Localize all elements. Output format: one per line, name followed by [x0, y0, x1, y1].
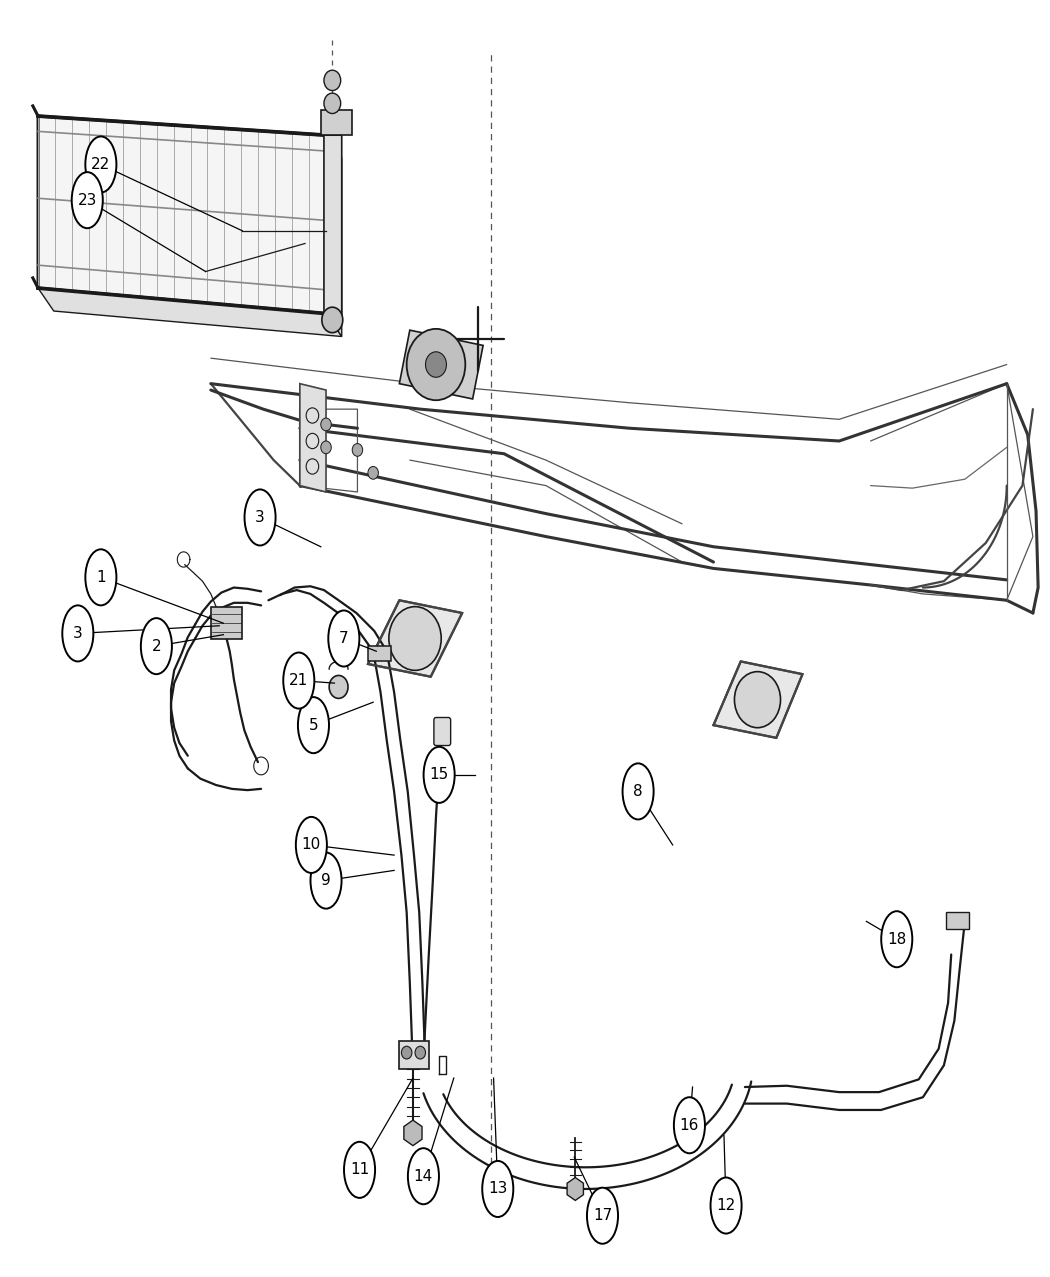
Text: 21: 21 [289, 673, 309, 688]
Text: 8: 8 [633, 784, 643, 799]
Circle shape [352, 443, 362, 456]
Circle shape [329, 676, 348, 699]
Text: 3: 3 [255, 510, 265, 525]
FancyBboxPatch shape [946, 913, 969, 930]
Circle shape [425, 351, 446, 377]
Text: 11: 11 [350, 1162, 370, 1177]
Ellipse shape [245, 489, 275, 545]
Text: 9: 9 [321, 873, 331, 888]
Ellipse shape [881, 912, 912, 967]
Ellipse shape [711, 1177, 741, 1234]
Ellipse shape [423, 747, 455, 803]
Ellipse shape [141, 618, 172, 674]
Ellipse shape [296, 817, 327, 873]
FancyBboxPatch shape [211, 607, 243, 638]
Text: 5: 5 [309, 718, 318, 733]
Text: 16: 16 [679, 1117, 699, 1133]
Polygon shape [38, 289, 341, 337]
Ellipse shape [482, 1161, 513, 1217]
Ellipse shape [587, 1188, 618, 1244]
Ellipse shape [407, 1148, 439, 1204]
Text: 13: 13 [488, 1181, 507, 1197]
Ellipse shape [85, 549, 117, 605]
Polygon shape [321, 110, 352, 135]
FancyBboxPatch shape [368, 646, 391, 661]
FancyBboxPatch shape [399, 1041, 428, 1069]
Circle shape [388, 607, 441, 670]
Circle shape [324, 93, 340, 114]
Text: 22: 22 [91, 157, 110, 172]
Circle shape [406, 329, 465, 400]
Circle shape [368, 466, 378, 479]
Polygon shape [714, 661, 802, 738]
Circle shape [322, 308, 342, 333]
Ellipse shape [329, 610, 359, 667]
Ellipse shape [623, 764, 654, 820]
Circle shape [324, 70, 340, 91]
Polygon shape [368, 600, 462, 677]
Ellipse shape [298, 697, 329, 753]
Polygon shape [324, 135, 341, 318]
Polygon shape [399, 331, 483, 398]
Text: 10: 10 [301, 838, 321, 853]
Circle shape [401, 1046, 412, 1059]
Text: 3: 3 [72, 626, 83, 641]
Text: 14: 14 [414, 1168, 433, 1184]
Text: 18: 18 [887, 932, 906, 946]
Text: 2: 2 [151, 638, 162, 654]
Text: 23: 23 [78, 193, 97, 208]
Ellipse shape [311, 853, 341, 909]
Text: 15: 15 [429, 767, 448, 783]
Text: 12: 12 [716, 1198, 736, 1213]
Ellipse shape [344, 1142, 375, 1198]
Text: 17: 17 [593, 1208, 612, 1223]
Circle shape [415, 1046, 425, 1059]
Polygon shape [327, 135, 341, 337]
Polygon shape [300, 383, 327, 492]
FancyBboxPatch shape [434, 718, 450, 746]
Circle shape [321, 441, 331, 453]
Ellipse shape [674, 1097, 705, 1153]
Ellipse shape [85, 137, 117, 193]
Polygon shape [38, 116, 327, 314]
Text: 1: 1 [96, 570, 106, 585]
Ellipse shape [284, 653, 314, 709]
Circle shape [321, 418, 331, 430]
Ellipse shape [62, 605, 93, 661]
Text: 7: 7 [339, 631, 349, 646]
Circle shape [734, 672, 780, 728]
Ellipse shape [71, 172, 103, 229]
